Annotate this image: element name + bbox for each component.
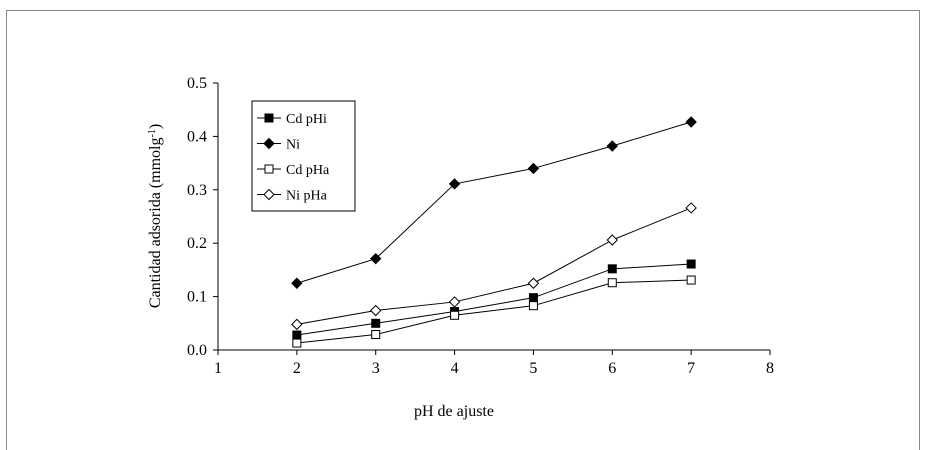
data-point — [606, 140, 618, 152]
legend-marker — [264, 113, 274, 123]
data-point — [291, 277, 303, 289]
data-point — [448, 296, 461, 308]
series-2 — [292, 275, 696, 348]
data-point — [292, 330, 302, 340]
series-line — [296, 207, 692, 325]
x-tick-label: 2 — [293, 360, 301, 377]
x-tick-label: 8 — [766, 360, 774, 377]
data-point — [686, 275, 696, 285]
data-point — [370, 252, 382, 265]
y-axis-ticks: 0.0 0.1 0.2 0.3 0.4 0.5 — [187, 75, 218, 359]
y-axis-label: Cantidad adsorida (mmolg-1) — [147, 124, 165, 308]
legend-label: Ni pHa — [286, 189, 328, 204]
legend-label: Cd pHi — [286, 112, 327, 127]
data-point — [528, 301, 538, 311]
data-point — [371, 318, 381, 328]
data-point — [450, 310, 460, 320]
y-tick-label: 0.1 — [187, 289, 207, 306]
series-line — [296, 121, 692, 284]
data-point — [528, 293, 538, 303]
y-tick-label: 0.4 — [187, 128, 207, 145]
data-point — [448, 178, 461, 190]
y-tick-label: 0.2 — [187, 235, 207, 252]
data-point — [527, 277, 540, 289]
data-point — [527, 162, 540, 175]
x-tick-label: 5 — [529, 360, 537, 377]
x-tick-label: 4 — [451, 360, 459, 377]
series-group — [291, 116, 697, 348]
x-axis-ticks: 1 2 3 4 5 6 7 8 — [214, 350, 774, 377]
series-line — [296, 263, 692, 336]
data-point — [607, 264, 617, 274]
series-1 — [291, 116, 697, 289]
legend: Cd pHi Ni Cd pHa Ni pHa — [251, 100, 356, 212]
y-tick-label: 0.0 — [187, 342, 207, 359]
data-point — [606, 234, 618, 246]
series-3 — [291, 202, 697, 331]
data-point — [607, 278, 617, 288]
legend-marker — [263, 137, 275, 150]
data-point — [291, 318, 303, 331]
data-point — [685, 116, 697, 128]
data-point — [685, 202, 697, 214]
data-point — [686, 259, 696, 269]
data-point — [371, 330, 381, 340]
x-tick-label: 7 — [687, 360, 695, 377]
y-axis-label-superscript: -1 — [147, 129, 158, 137]
x-tick-label: 1 — [214, 360, 222, 377]
series-0 — [292, 259, 696, 340]
data-point — [370, 304, 382, 317]
data-point — [292, 338, 302, 348]
series-line — [296, 279, 692, 344]
x-tick-label: 3 — [372, 360, 380, 377]
legend-marker — [264, 164, 274, 174]
legend-marker — [263, 188, 275, 201]
axes — [217, 83, 770, 351]
x-axis-label: pH de ajuste — [414, 403, 494, 420]
y-tick-label: 0.5 — [187, 75, 207, 92]
y-tick-label: 0.3 — [187, 182, 207, 199]
y-axis-label-main: Cantidad adsorida (mmolg — [147, 138, 164, 309]
x-tick-label: 6 — [608, 360, 616, 377]
chart-frame — [6, 10, 920, 450]
legend-label: Cd pHa — [286, 163, 330, 178]
y-axis-label-close: ) — [147, 124, 164, 129]
legend-label: Ni — [286, 138, 300, 153]
